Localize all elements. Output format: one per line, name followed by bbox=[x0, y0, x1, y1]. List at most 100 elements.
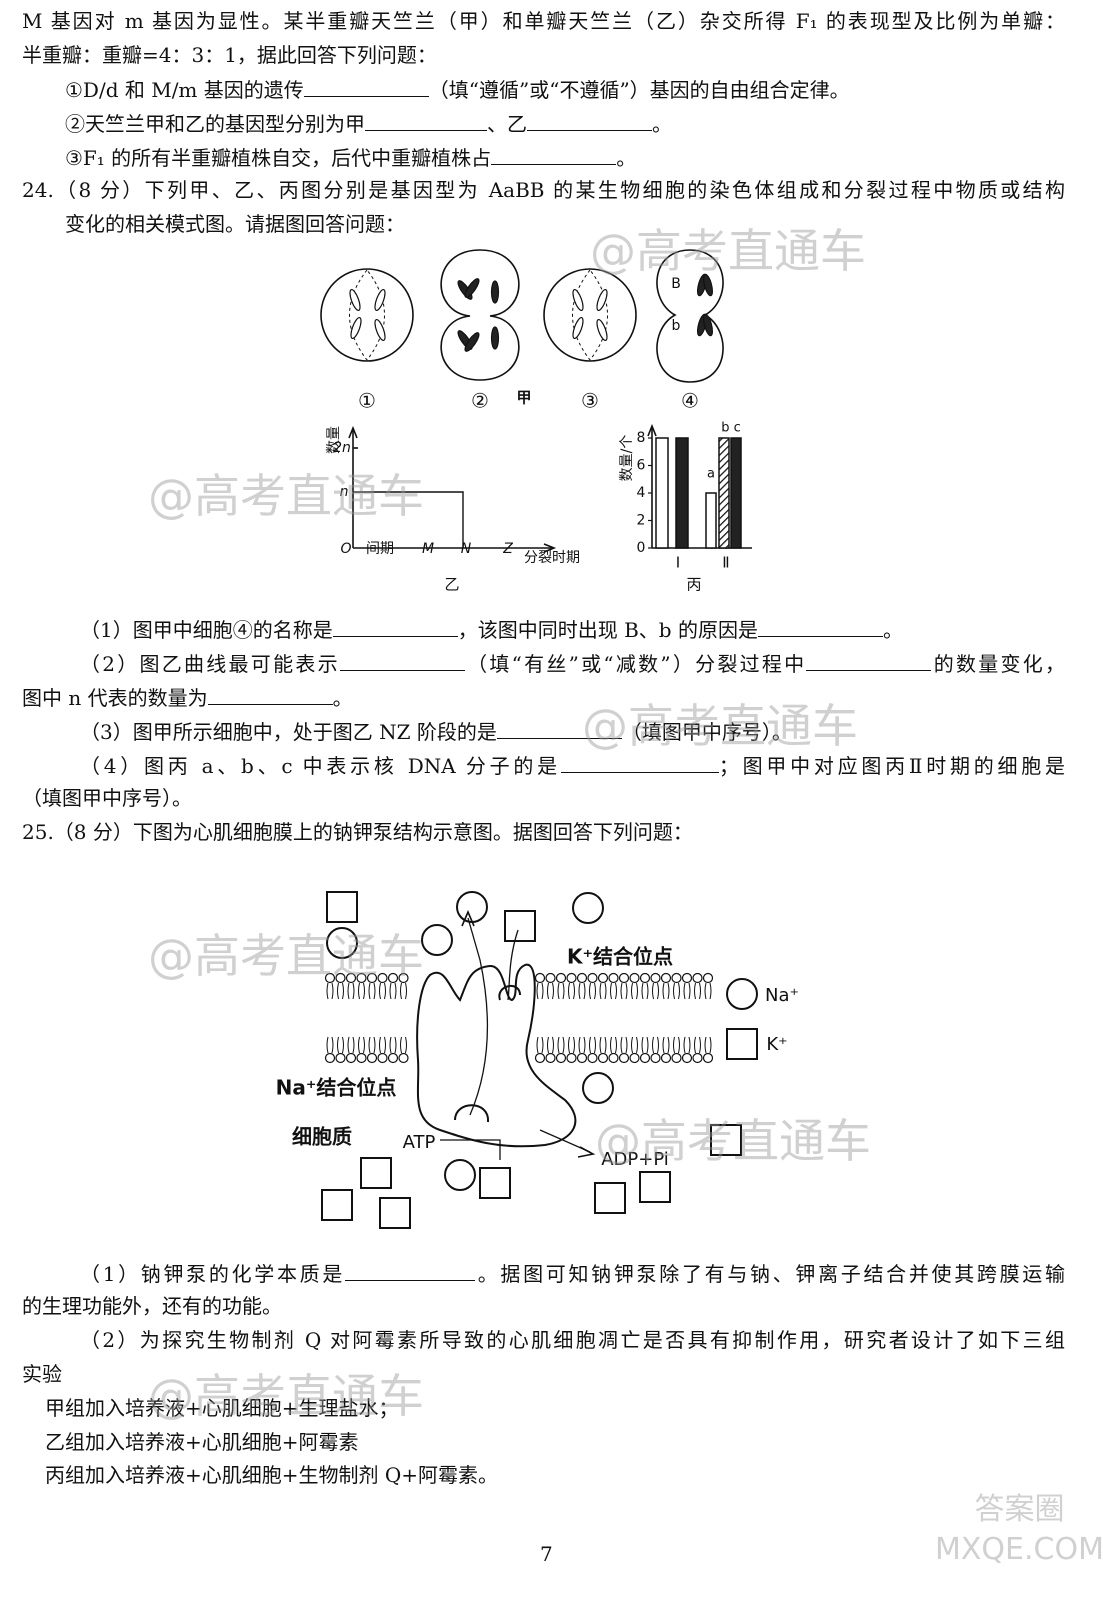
figure-shape bbox=[387, 972, 399, 984]
figure-shape bbox=[366, 1052, 378, 1064]
figure-shape bbox=[444, 1159, 476, 1191]
figure-shape bbox=[704, 982, 712, 1000]
figure-shape bbox=[587, 1052, 598, 1064]
text-line: 25.（8 分）下图为心肌细胞膜上的钠钾泵结构示意图。据图回答下列问题： bbox=[22, 819, 693, 845]
bar bbox=[705, 492, 717, 549]
text-line: ①D/d 和 M/m 基因的遗传 （填“遵循”或“不遵循”）基因的自由组合定律。 bbox=[65, 76, 850, 103]
text-line: （1）图甲中细胞④的名称是 ，该图中同时出现 B、b 的原因是 。 bbox=[80, 616, 903, 643]
legend-label: Na⁺ bbox=[765, 985, 799, 1006]
text: 丙组加入培养液+心肌细胞+生物制剂 Q+阿霉素。 bbox=[45, 1463, 499, 1487]
text: 、乙 bbox=[487, 112, 527, 136]
figure-shape bbox=[620, 982, 628, 1000]
figure-shape bbox=[377, 972, 388, 984]
figure-shape bbox=[345, 1052, 357, 1064]
figure-shape bbox=[379, 982, 386, 1000]
text: 。据图可知钠钾泵除了有与钠、钾离子结合并使其跨膜运输 bbox=[475, 1262, 1066, 1286]
text: （1）钠钾泵的化学本质是 bbox=[80, 1262, 346, 1286]
text-line: 图中 n 代表的数量为 。 bbox=[22, 684, 353, 711]
text: （4）图丙 a、b、c 中表示核 DNA 分子的是 bbox=[80, 754, 561, 778]
text-line: 实验 bbox=[22, 1361, 62, 1387]
text: ③F₁ 的所有半重瓣植株自交，后代中重瓣植株占 bbox=[65, 146, 492, 170]
figure-shape bbox=[577, 1146, 596, 1158]
tick-label: 2 bbox=[637, 513, 646, 529]
figure-shape bbox=[421, 924, 453, 956]
text-line: ③F₁ 的所有半重瓣植株自交，后代中重瓣植株占 。 bbox=[65, 144, 636, 171]
figure-shape bbox=[555, 972, 567, 984]
text: 乙组加入培养液+心肌细胞+阿霉素 bbox=[45, 1430, 359, 1454]
figure-shape bbox=[631, 982, 638, 1000]
chromosome bbox=[374, 288, 386, 312]
figure-shape bbox=[358, 982, 365, 1000]
figure-shape bbox=[454, 1104, 490, 1123]
chromosome bbox=[490, 280, 500, 304]
gene-label: b bbox=[672, 318, 681, 334]
figure-shape bbox=[662, 982, 670, 1000]
watermark: @高考直通车 bbox=[590, 224, 866, 278]
chromosome bbox=[464, 278, 480, 298]
text-line: 的生理功能外，还有的功能。 bbox=[22, 1293, 282, 1319]
figure-shape bbox=[683, 982, 691, 1000]
figure-shape bbox=[536, 1036, 544, 1054]
figure-shape bbox=[557, 982, 565, 1000]
text: 实验 bbox=[22, 1362, 62, 1386]
text-line: ②天竺兰甲和乙的基因型分别为甲 、乙 。 bbox=[65, 110, 672, 137]
figure-shape bbox=[610, 982, 617, 1000]
text: （2）图乙曲线最可能表示 bbox=[80, 652, 340, 676]
figure-shape bbox=[652, 982, 659, 1000]
text-line: （2）图乙曲线最可能表示 （填“有丝”或“减数”）分裂过程中 的数量变化， bbox=[80, 650, 1065, 677]
text: （1）图甲中细胞④的名称是 bbox=[80, 618, 333, 642]
figure-shape bbox=[555, 1052, 567, 1064]
figure-shape bbox=[398, 1052, 409, 1064]
figure-shape bbox=[576, 972, 588, 984]
figure-shape bbox=[673, 982, 680, 1000]
watermark: @高考直通车 bbox=[595, 1114, 871, 1168]
figure-shape bbox=[647, 423, 657, 437]
chromosome bbox=[349, 288, 361, 312]
tick-label: N bbox=[461, 541, 472, 557]
figure-shape bbox=[589, 982, 596, 1000]
figure-shape bbox=[589, 1036, 596, 1054]
text: 。 bbox=[882, 618, 903, 642]
figure-shape bbox=[400, 1036, 407, 1054]
figure-shape bbox=[578, 982, 586, 1000]
figure-shape bbox=[324, 972, 336, 984]
figure-shape bbox=[572, 892, 604, 924]
logo: 答案圈 MXQE.COM bbox=[935, 1490, 1103, 1570]
figure-shape bbox=[608, 1052, 619, 1064]
chromosome bbox=[702, 313, 714, 337]
diagram-label: K⁺结合位点 bbox=[567, 945, 673, 969]
axis-title: 数量/个 bbox=[619, 435, 635, 482]
figure-shape bbox=[578, 1036, 586, 1054]
figure-caption: 乙 bbox=[444, 576, 459, 594]
figure-shape bbox=[597, 1052, 609, 1064]
figure-shape bbox=[320, 268, 414, 362]
figure-shape bbox=[704, 1036, 712, 1054]
figure-shape bbox=[681, 1052, 693, 1064]
figure-shape bbox=[557, 1036, 565, 1054]
tick-label: O bbox=[340, 541, 351, 557]
figure-shape bbox=[358, 1036, 365, 1054]
tick-label: n bbox=[340, 484, 349, 500]
figure-shape bbox=[335, 1052, 346, 1064]
axis-title: 数量 bbox=[326, 426, 342, 454]
answer-blank bbox=[491, 144, 617, 165]
figure-shape bbox=[347, 1036, 355, 1054]
text: M 基因对 m 基因为显性。某半重瓣天竺兰（甲）和单瓣天竺兰（乙）杂交所得 F₁… bbox=[22, 9, 1065, 33]
text: 。 bbox=[332, 686, 353, 710]
figure-shape bbox=[710, 1124, 742, 1156]
figure-shape bbox=[599, 1036, 607, 1054]
figure-shape bbox=[618, 1052, 630, 1064]
chromosome bbox=[350, 316, 362, 340]
figure-shape bbox=[576, 1052, 588, 1064]
text-line: （3）图甲所示细胞中，处于图乙 NZ 阶段的是 （填图甲中序号）。 bbox=[80, 718, 792, 745]
text: 图中 n 代表的数量为 bbox=[22, 686, 208, 710]
figure-shape bbox=[349, 269, 385, 361]
figure-shape bbox=[702, 972, 714, 984]
figure-shape bbox=[507, 929, 519, 1001]
figure-shape bbox=[572, 269, 608, 361]
figure-shape bbox=[566, 972, 577, 984]
figure-shape bbox=[547, 982, 554, 1000]
figure-shape bbox=[639, 1052, 651, 1064]
